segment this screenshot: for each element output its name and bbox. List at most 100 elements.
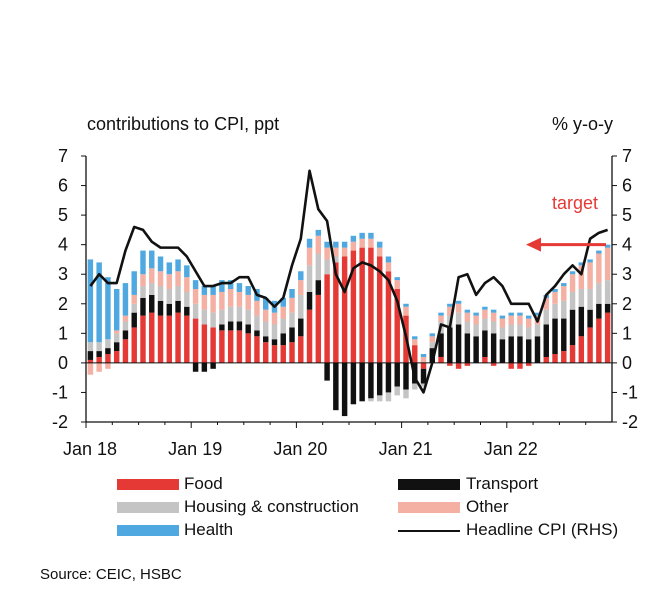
bar-housing-construction-37 xyxy=(412,383,418,390)
bar-transport-57 xyxy=(587,309,593,328)
bar-food-8 xyxy=(157,315,164,363)
bar-other-3 xyxy=(113,330,120,334)
left-tick-label-7: 7 xyxy=(58,146,68,166)
bar-food-25 xyxy=(306,309,313,363)
bar-health-2 xyxy=(105,277,111,340)
bar-other-1 xyxy=(96,362,102,372)
bar-other-58 xyxy=(596,253,602,284)
bar-housing-construction-32 xyxy=(368,398,374,402)
right-tick-label-3: 3 xyxy=(622,264,632,284)
bar-other-35 xyxy=(394,280,400,289)
bar-food-9 xyxy=(166,315,173,363)
bar-food-57 xyxy=(587,327,593,363)
bar-transport-30 xyxy=(350,362,357,405)
bar-transport-3 xyxy=(113,342,120,352)
bar-food-28 xyxy=(333,262,339,363)
bar-housing-construction-52 xyxy=(543,309,549,325)
bar-transport-33 xyxy=(376,362,383,396)
bar-transport-22 xyxy=(280,333,286,346)
bar-other-16 xyxy=(227,289,234,307)
left-tick-label-3: 3 xyxy=(58,264,68,284)
bar-health-14 xyxy=(210,286,216,295)
bar-food-53 xyxy=(552,354,558,363)
bar-food-1 xyxy=(96,356,102,363)
bar-housing-construction-27 xyxy=(324,259,330,275)
bar-health-17 xyxy=(236,283,243,292)
bar-food-40 xyxy=(438,356,444,363)
bar-transport-46 xyxy=(490,333,497,363)
bar-transport-42 xyxy=(455,324,462,363)
bar-transport-41 xyxy=(447,327,453,363)
bar-food-42 xyxy=(455,362,462,369)
bar-housing-construction-24 xyxy=(298,294,304,319)
bar-housing-construction-28 xyxy=(333,256,339,263)
bar-housing-construction-35 xyxy=(394,386,400,396)
bar-housing-construction-39 xyxy=(429,342,436,349)
bar-health-10 xyxy=(175,259,181,272)
right-axis-title: % y-o-y xyxy=(552,114,613,134)
bar-health-13 xyxy=(201,286,208,295)
right-tick-label-1: 1 xyxy=(622,323,632,343)
source-note: Source: CEIC, HSBC xyxy=(40,566,182,583)
bar-other-11 xyxy=(184,277,190,292)
bar-other-29 xyxy=(341,247,348,257)
bar-health-26 xyxy=(315,229,322,236)
bar-health-16 xyxy=(227,280,234,289)
bar-housing-construction-26 xyxy=(315,253,322,281)
left-tick-label-0: 0 xyxy=(58,353,68,373)
bar-housing-construction-10 xyxy=(175,286,181,301)
bar-transport-39 xyxy=(429,348,436,363)
bar-health-49 xyxy=(517,312,523,316)
bar-other-47 xyxy=(499,318,506,328)
bar-health-20 xyxy=(263,297,269,310)
bar-housing-construction-7 xyxy=(149,283,155,295)
bar-health-6 xyxy=(140,250,146,275)
bar-transport-7 xyxy=(149,294,155,313)
bar-housing-construction-2 xyxy=(105,339,111,349)
bar-health-0 xyxy=(87,259,94,343)
bar-other-48 xyxy=(508,315,514,325)
bar-other-12 xyxy=(192,289,199,304)
bar-housing-construction-34 xyxy=(385,392,392,402)
bar-health-35 xyxy=(394,277,400,281)
bar-food-50 xyxy=(526,362,532,366)
bar-food-29 xyxy=(341,256,348,363)
bar-food-7 xyxy=(149,312,155,363)
bar-transport-16 xyxy=(227,321,234,331)
bar-food-14 xyxy=(210,327,216,363)
bar-health-38 xyxy=(420,354,427,357)
bar-health-3 xyxy=(113,289,120,331)
bar-other-39 xyxy=(429,336,436,343)
bar-other-14 xyxy=(210,294,216,313)
bar-other-21 xyxy=(271,312,278,325)
bar-transport-21 xyxy=(271,339,278,346)
bar-housing-construction-5 xyxy=(131,303,137,313)
bar-other-37 xyxy=(412,339,418,346)
bar-other-31 xyxy=(359,238,365,248)
bar-housing-construction-14 xyxy=(210,312,216,328)
bar-housing-construction-12 xyxy=(192,303,199,319)
bar-health-43 xyxy=(464,309,471,313)
bar-other-15 xyxy=(219,291,225,310)
bar-transport-58 xyxy=(596,303,602,319)
bar-other-30 xyxy=(350,241,357,251)
bar-health-24 xyxy=(298,271,304,281)
bar-housing-construction-55 xyxy=(569,291,576,310)
bar-housing-construction-53 xyxy=(552,303,558,319)
bar-housing-construction-3 xyxy=(113,333,120,343)
bar-food-37 xyxy=(412,345,418,363)
bar-health-55 xyxy=(569,271,576,275)
bar-other-18 xyxy=(245,294,251,310)
bar-transport-35 xyxy=(394,362,400,387)
bar-transport-50 xyxy=(526,339,532,363)
bar-layer xyxy=(87,229,611,417)
bar-housing-construction-42 xyxy=(455,312,462,325)
bar-food-4 xyxy=(122,339,129,363)
bar-food-10 xyxy=(175,312,181,363)
bar-transport-23 xyxy=(289,327,295,343)
bar-health-56 xyxy=(578,262,585,266)
bar-other-24 xyxy=(298,280,304,295)
axes-layer: 7 7 6 6 5 5 4 4 3 3 2 2 1 1 0 0 -1 -1 -2 -2 Jan 18 Jan 19 Jan … xyxy=(52,146,638,459)
bar-transport-59 xyxy=(604,303,611,313)
bar-other-54 xyxy=(561,286,567,301)
